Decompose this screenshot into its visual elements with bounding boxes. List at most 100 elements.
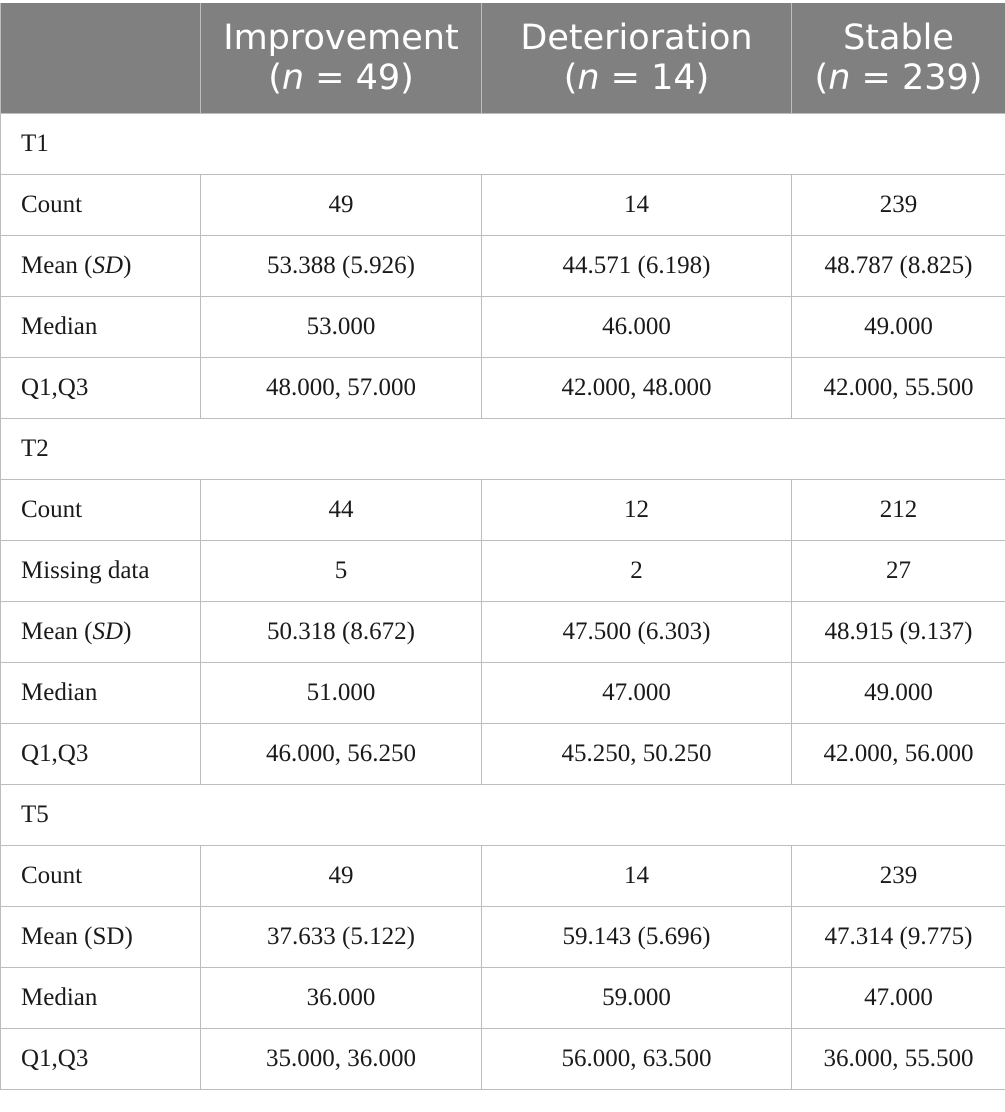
table-row: Count 44 12 212 bbox=[0, 479, 1005, 541]
header-n-value: = 49) bbox=[304, 58, 414, 98]
row-label: Count bbox=[0, 845, 201, 907]
header-n-var: n bbox=[281, 58, 305, 98]
table-cell: 47.000 bbox=[481, 662, 792, 724]
table-cell: 47.314 (9.775) bbox=[791, 906, 1005, 968]
row-label-text: Count bbox=[21, 191, 83, 218]
header-n-prefix: ( bbox=[563, 58, 578, 98]
header-cell-empty bbox=[0, 3, 201, 114]
header-group-n: (n = 14) bbox=[482, 58, 791, 98]
table-cell: 47.000 bbox=[791, 967, 1005, 1029]
header-n-value: = 239) bbox=[850, 58, 983, 98]
data-table: Improvement (n = 49) Deterioration (n = 14)… bbox=[0, 3, 1005, 1090]
table-cell: 2 bbox=[481, 540, 792, 602]
table-cell: 14 bbox=[481, 174, 792, 236]
table-cell: 51.000 bbox=[200, 662, 482, 724]
table-cell: 56.000, 63.500 bbox=[481, 1028, 792, 1090]
header-group-n: (n = 239) bbox=[792, 58, 1005, 98]
row-label-text: Q1,Q3 bbox=[21, 740, 89, 767]
row-label-text: Q1,Q3 bbox=[21, 374, 89, 401]
table-cell: 35.000, 36.000 bbox=[200, 1028, 482, 1090]
row-label: Mean (SD) bbox=[0, 906, 201, 968]
section-title: T5 bbox=[0, 784, 1005, 846]
table-cell: 37.633 (5.122) bbox=[200, 906, 482, 968]
table-cell: 44.571 (6.198) bbox=[481, 235, 792, 297]
table-cell: 59.143 (5.696) bbox=[481, 906, 792, 968]
row-label-text: Mean ( bbox=[21, 252, 93, 279]
table-cell: 45.250, 50.250 bbox=[481, 723, 792, 785]
header-n-var: n bbox=[577, 58, 600, 98]
header-n-prefix: ( bbox=[268, 58, 282, 98]
table-cell: 212 bbox=[791, 479, 1005, 541]
header-cell-1: Improvement (n = 49) bbox=[200, 3, 482, 114]
table-cell: 36.000, 55.500 bbox=[791, 1028, 1005, 1090]
table-cell: 239 bbox=[791, 174, 1005, 236]
table-cell: 44 bbox=[200, 479, 482, 541]
row-label-italic: SD bbox=[92, 252, 124, 279]
header-row: Improvement (n = 49) Deterioration (n = 14)… bbox=[0, 3, 1005, 114]
table-cell: 239 bbox=[791, 845, 1005, 907]
row-label-text: Mean (SD) bbox=[21, 923, 133, 950]
table-cell: 59.000 bbox=[481, 967, 792, 1029]
table-cell: 49 bbox=[200, 174, 482, 236]
table-cell: 46.000 bbox=[481, 296, 792, 358]
table-cell: 53.388 (5.926) bbox=[200, 235, 482, 297]
table-body: T1 Count 49 14 239 Mean (SD) 53.388 (5.926) 44.… bbox=[0, 113, 1005, 1090]
row-label: Mean (SD) bbox=[0, 235, 201, 297]
table-cell: 27 bbox=[791, 540, 1005, 602]
table-row: Q1,Q3 35.000, 36.000 56.000, 63.500 36.000,… bbox=[0, 1028, 1005, 1090]
table-row: Count 49 14 239 bbox=[0, 174, 1005, 236]
row-label-italic: SD bbox=[92, 618, 124, 645]
row-label: Count bbox=[0, 479, 201, 541]
table-header: Improvement (n = 49) Deterioration (n = 14)… bbox=[0, 3, 1005, 114]
table-cell: 48.000, 57.000 bbox=[200, 357, 482, 419]
header-cell-3: Stable (n = 239) bbox=[791, 3, 1005, 114]
table-row: Median 36.000 59.000 47.000 bbox=[0, 967, 1005, 1029]
header-group-name: Stable bbox=[843, 18, 954, 58]
header-n-prefix: ( bbox=[814, 58, 829, 98]
table-cell: 49.000 bbox=[791, 662, 1005, 724]
section-row: T1 bbox=[0, 113, 1005, 175]
section-title: T1 bbox=[0, 113, 1005, 175]
row-label: Q1,Q3 bbox=[0, 1028, 201, 1090]
section-row: T2 bbox=[0, 418, 1005, 480]
table-cell: 46.000, 56.250 bbox=[200, 723, 482, 785]
table-cell: 50.318 (8.672) bbox=[200, 601, 482, 663]
table-cell: 5 bbox=[200, 540, 482, 602]
table-row: Median 51.000 47.000 49.000 bbox=[0, 662, 1005, 724]
table-cell: 49 bbox=[200, 845, 482, 907]
section-row: T5 bbox=[0, 784, 1005, 846]
row-label-text: Missing data bbox=[21, 557, 150, 584]
row-label: Q1,Q3 bbox=[0, 357, 201, 419]
row-label-text: Q1,Q3 bbox=[21, 1045, 89, 1072]
table-cell: 49.000 bbox=[791, 296, 1005, 358]
row-label-text: Mean ( bbox=[21, 618, 93, 645]
table-container: Improvement (n = 49) Deterioration (n = 14)… bbox=[0, 3, 1005, 1090]
table-cell: 53.000 bbox=[200, 296, 482, 358]
row-label-text: Median bbox=[21, 679, 98, 706]
table-row: Count 49 14 239 bbox=[0, 845, 1005, 907]
row-label-text: Count bbox=[21, 862, 83, 889]
header-n-value: = 14) bbox=[599, 58, 710, 98]
section-title: T2 bbox=[0, 418, 1005, 480]
table-row: Mean (SD) 50.318 (8.672) 47.500 (6.303) 48.… bbox=[0, 601, 1005, 663]
row-label-text: Count bbox=[21, 496, 83, 523]
row-label-suffix: ) bbox=[123, 252, 132, 279]
table-cell: 47.500 (6.303) bbox=[481, 601, 792, 663]
table-row: Q1,Q3 48.000, 57.000 42.000, 48.000 42.000,… bbox=[0, 357, 1005, 419]
table-cell: 42.000, 55.500 bbox=[791, 357, 1005, 419]
table-cell: 14 bbox=[481, 845, 792, 907]
table-cell: 36.000 bbox=[200, 967, 482, 1029]
table-cell: 42.000, 56.000 bbox=[791, 723, 1005, 785]
row-label: Missing data bbox=[0, 540, 201, 602]
table-cell: 12 bbox=[481, 479, 792, 541]
row-label: Count bbox=[0, 174, 201, 236]
row-label: Median bbox=[0, 967, 201, 1029]
header-cell-2: Deterioration (n = 14) bbox=[481, 3, 792, 114]
row-label-text: Median bbox=[21, 313, 98, 340]
row-label-suffix: ) bbox=[123, 618, 132, 645]
table-row: Mean (SD) 53.388 (5.926) 44.571 (6.198) 48.… bbox=[0, 235, 1005, 297]
table-cell: 42.000, 48.000 bbox=[481, 357, 792, 419]
table-row: Mean (SD) 37.633 (5.122) 59.143 (5.696) 47.… bbox=[0, 906, 1005, 968]
header-group-name: Improvement bbox=[223, 18, 459, 58]
header-n-var: n bbox=[828, 58, 851, 98]
